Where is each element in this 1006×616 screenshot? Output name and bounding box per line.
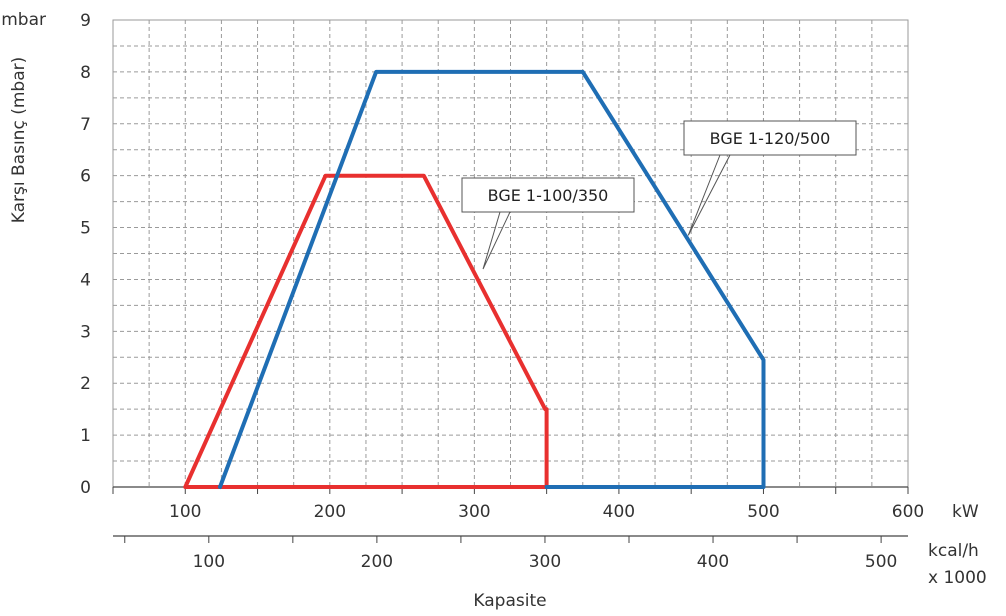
x2-unit-multiplier: x 1000	[928, 568, 987, 588]
x2-tick-label: 100	[193, 552, 225, 572]
y-tick-label: 2	[80, 374, 91, 394]
y-tick-label: 1	[80, 426, 91, 446]
series-line-2	[218, 69, 766, 489]
x2-tick-label: 400	[697, 552, 729, 572]
y-tick-label: 6	[80, 167, 91, 187]
y-tick-label: 8	[80, 63, 91, 83]
y-tick-label: 0	[80, 478, 91, 498]
y-tick-label: 9	[80, 11, 91, 31]
y-tick-label: 4	[80, 270, 91, 290]
x2-tick-label: 500	[865, 552, 897, 572]
x-axis-title: Kapasite	[473, 591, 546, 611]
x-tick-label: 600	[892, 502, 924, 522]
x-tick-label: 500	[747, 502, 779, 522]
x2-tick-label: 300	[529, 552, 561, 572]
x-tick-label: 400	[603, 502, 635, 522]
grid	[112, 19, 909, 488]
x-tick-label: 200	[314, 502, 346, 522]
callout-leader	[482, 211, 511, 270]
series-layer	[183, 69, 766, 489]
x-unit-label: kW	[952, 502, 979, 522]
x-tick-label: 100	[169, 502, 201, 522]
y-tick-label: 5	[80, 219, 91, 239]
y-axis-title: Karşı Basınç (mbar)	[9, 57, 29, 223]
x2-tick-label: 200	[361, 552, 393, 572]
callout-box	[683, 120, 857, 156]
callout-leader	[687, 154, 731, 236]
y-tick-label: 3	[80, 322, 91, 342]
series-label: BGE 1-100/350	[488, 186, 609, 205]
x-tick-label: 300	[458, 502, 490, 522]
callout-box	[461, 177, 635, 213]
series-label: BGE 1-120/500	[710, 129, 831, 148]
x2-unit-label: kcal/h	[928, 541, 979, 561]
series-callouts: BGE 1-100/350 BGE 1-120/500	[461, 120, 857, 270]
tick-labels: 100 200 300 400 500 600 0 1 2 3 4 5 6 7 8 9 100 200 300 400…	[80, 11, 924, 572]
y-tick-label: 7	[80, 115, 91, 135]
y-unit-label: mbar	[1, 10, 46, 30]
